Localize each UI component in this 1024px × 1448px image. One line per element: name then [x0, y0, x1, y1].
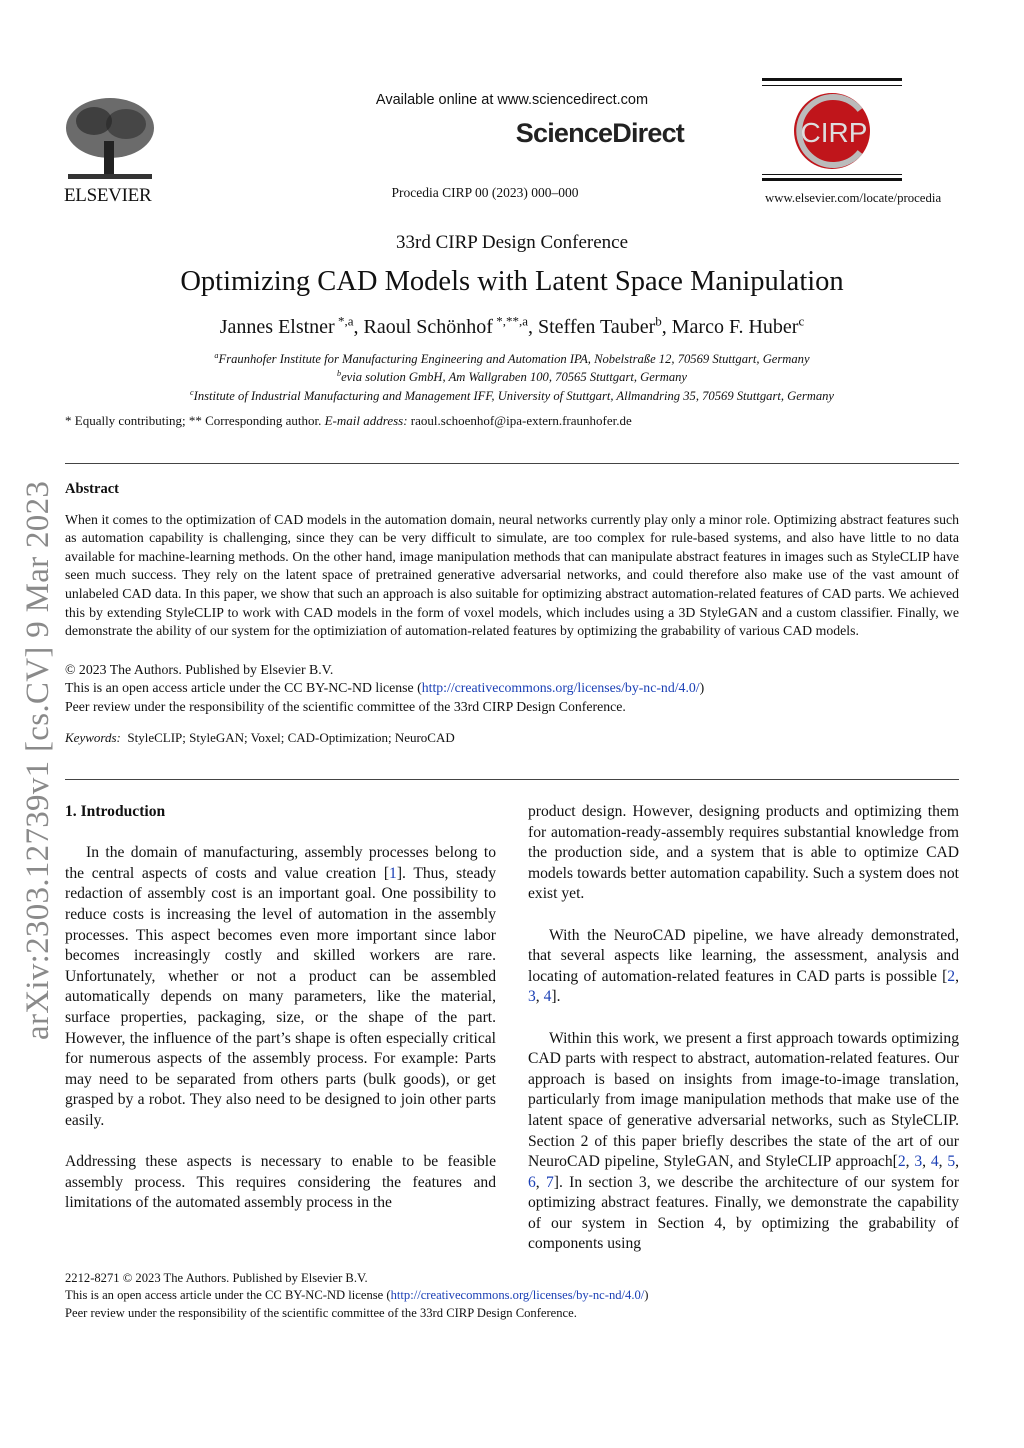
keywords-label: Keywords:	[65, 729, 121, 745]
paragraph-text: ,	[535, 1173, 546, 1191]
paragraph: Addressing these aspects is necessary to…	[65, 1152, 496, 1214]
affiliation-text: Institute of Industrial Manufacturing an…	[193, 388, 835, 403]
correspondence-note: * Equally contributing; ** Corresponding…	[65, 413, 322, 428]
paragraph-text: ,	[955, 1153, 960, 1171]
author: Marco F. Huber	[671, 316, 799, 338]
citation-link[interactable]: 6	[528, 1173, 536, 1191]
affiliations: aFraunhofer Institute for Manufacturing …	[0, 350, 1024, 405]
paragraph-text: ,	[938, 1153, 948, 1171]
footer-license: This is an open access article under the…	[65, 1288, 649, 1303]
paragraph-text: Addressing these aspects is necessary to…	[65, 1153, 496, 1212]
journal-url[interactable]: www.elsevier.com/locate/procedia	[765, 191, 942, 205]
paragraph-text: ]. In section 3, we describe the archite…	[528, 1173, 960, 1253]
paragraph-text: ,	[922, 1153, 931, 1171]
citation-link[interactable]: 3	[914, 1153, 923, 1171]
conference-name: 33rd CIRP Design Conference	[396, 232, 628, 253]
elsevier-logo: ELSEVIER	[64, 96, 158, 207]
keywords: Keywords: StyleCLIP; StyleGAN; Voxel; CA…	[65, 729, 959, 748]
affiliation: bevia solution GmbH, Am Wallgraben 100, …	[0, 368, 1024, 386]
affiliation-text: evia solution GmbH, Am Wallgraben 100, 7…	[341, 370, 688, 385]
cirp-text: CIRP	[801, 117, 868, 148]
author-mark: c	[798, 313, 805, 329]
citation-link[interactable]: 5	[947, 1153, 956, 1171]
section-heading: 1. Introduction	[65, 803, 166, 820]
paragraph: With the NeuroCAD pipeline, we have alre…	[528, 926, 959, 1008]
paragraph: Within this work, we present a first app…	[528, 1029, 959, 1256]
author: Jannes Elstner	[219, 316, 335, 338]
citation-link[interactable]: 2	[897, 1153, 906, 1171]
paragraph-text: product design. However, designing produ…	[528, 803, 959, 903]
paragraph-text: ].	[551, 988, 561, 1006]
paper-title: Optimizing CAD Models with Latent Space …	[180, 266, 844, 297]
affiliation: aFraunhofer Institute for Manufacturing …	[0, 350, 1024, 368]
citation-link[interactable]: 3	[528, 988, 536, 1006]
paragraph: In the domain of manufacturing, assembly…	[65, 843, 496, 1131]
paragraph-text: ,	[535, 988, 544, 1006]
author-mark: b	[655, 313, 662, 329]
paragraph-text: With the NeuroCAD pipeline, we have alre…	[528, 926, 959, 985]
affiliation-mark: b	[336, 369, 342, 379]
affiliation-text: Fraunhofer Institute for Manufacturing E…	[218, 352, 810, 366]
elsevier-tree-icon	[66, 98, 154, 179]
footer-peer-review: Peer review under the responsibility of …	[65, 1305, 577, 1320]
paragraph-text: ,	[955, 967, 959, 985]
abstract-heading: Abstract	[65, 481, 119, 497]
left-column: 1. Introduction In the domain of manufac…	[65, 802, 496, 1234]
abstract-license: This is an open access article under the…	[65, 680, 705, 696]
footer-copyright: 2212-8271 © 2023 The Authors. Published …	[65, 1271, 368, 1285]
abstract-text: When it comes to the optimization of CAD…	[65, 511, 959, 639]
affiliation: cInstitute of Industrial Manufacturing a…	[0, 387, 1024, 405]
citation-link[interactable]: 4	[930, 1153, 939, 1171]
divider	[65, 463, 959, 464]
right-column: product design. However, designing produ…	[528, 802, 959, 1276]
divider	[65, 779, 959, 780]
footer-license-link[interactable]: http://creativecommons.org/licenses/by-n…	[390, 1288, 645, 1303]
abstract-copyright: © 2023 The Authors. Published by Elsevie…	[65, 661, 334, 677]
paragraph: product design. However, designing produ…	[528, 802, 959, 905]
abstract-section: Abstract When it comes to the optimizati…	[65, 480, 959, 747]
citation-link[interactable]: 2	[947, 967, 956, 985]
cirp-logo: CIRP	[762, 78, 902, 182]
paragraph-text: In the domain of manufacturing, assembly…	[65, 844, 496, 882]
journal-name: Procedia CIRP 00 (2023) 000–000	[391, 185, 579, 200]
cirp-seal-icon: CIRP	[794, 93, 870, 169]
author: Steffen Tauber	[537, 316, 656, 338]
email-address[interactable]: raoul.schoenhof@ipa-extern.fraunhofer.de	[410, 413, 632, 428]
citation-link[interactable]: 4	[543, 988, 552, 1006]
paragraph-text: Within this work, we present a first app…	[528, 1029, 959, 1171]
available-online: Available online at www.sciencedirect.co…	[375, 92, 649, 108]
arxiv-stamp[interactable]: arXiv:2303.12739v1 [cs.CV] 9 Mar 2023	[20, 480, 56, 1040]
citation-link[interactable]: 7	[546, 1173, 554, 1191]
footer: 2212-8271 © 2023 The Authors. Published …	[65, 1270, 649, 1322]
abstract-peer-review: Peer review under the responsibility of …	[65, 698, 626, 714]
author-mark: *,**,a	[492, 313, 528, 329]
author-list: Jannes Elstner *,a, Raoul Schönhof *,**,…	[219, 313, 805, 338]
author-mark: *,a	[334, 313, 354, 329]
author: Raoul Schönhof	[363, 316, 493, 338]
elsevier-wordmark: ELSEVIER	[64, 185, 152, 206]
sciencedirect-logo: ScienceDirect	[515, 118, 685, 148]
affiliation-mark: c	[189, 387, 194, 397]
citation-link[interactable]: 1	[389, 864, 397, 882]
email-label: E-mail address:	[324, 413, 408, 428]
license-link[interactable]: http://creativecommons.org/licenses/by-n…	[421, 680, 700, 696]
correspondence: * Equally contributing; ** Corresponding…	[65, 413, 632, 429]
paragraph-text: ]. Thus, steady redaction of assembly co…	[65, 864, 496, 1129]
keywords-list: StyleCLIP; StyleGAN; Voxel; CAD-Optimiza…	[127, 729, 455, 745]
paragraph-text: ,	[905, 1153, 915, 1171]
affiliation-mark: a	[214, 350, 219, 360]
